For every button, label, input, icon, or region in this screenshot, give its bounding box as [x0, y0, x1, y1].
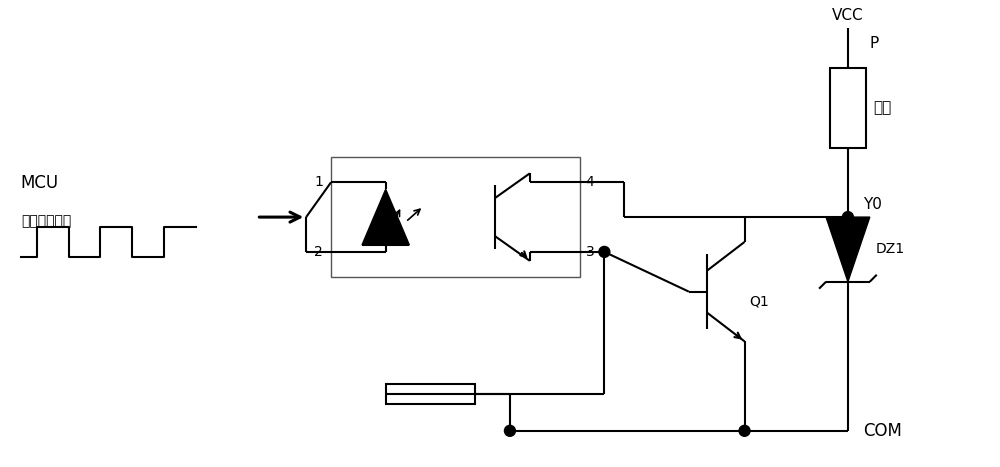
Text: Q1: Q1 [750, 295, 769, 309]
Text: 2: 2 [314, 245, 323, 259]
Bar [830, 68, 866, 148]
Text: DZ1: DZ1 [876, 242, 905, 256]
Bar [331, 157, 580, 277]
Polygon shape [362, 189, 409, 245]
Text: 1: 1 [314, 175, 323, 189]
Text: 负载: 负载 [873, 100, 891, 115]
Circle shape [739, 425, 750, 436]
Polygon shape [826, 217, 870, 282]
Text: VCC: VCC [832, 8, 864, 23]
Circle shape [599, 247, 610, 257]
Circle shape [504, 425, 515, 436]
Text: P: P [870, 35, 879, 50]
Text: 4: 4 [585, 175, 594, 189]
Bar [386, 384, 475, 404]
Text: COM: COM [863, 422, 902, 440]
Text: Y0: Y0 [863, 197, 882, 212]
Text: 程序控制单元: 程序控制单元 [21, 214, 71, 228]
Text: 3: 3 [585, 245, 594, 259]
Text: MCU: MCU [21, 174, 59, 192]
Circle shape [842, 212, 853, 223]
